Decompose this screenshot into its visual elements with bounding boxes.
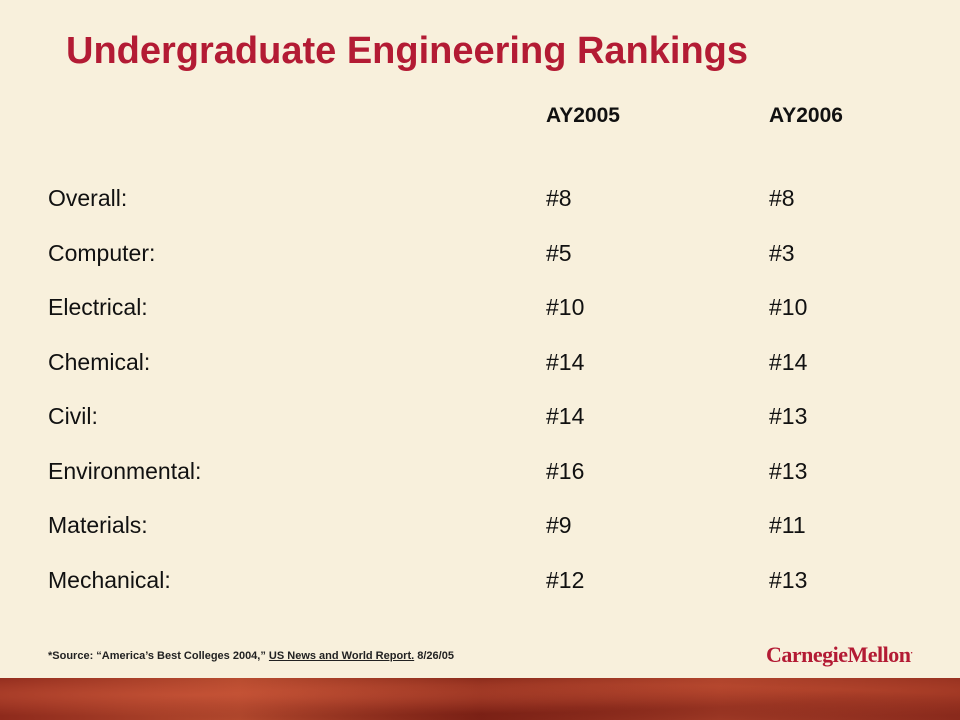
table-row: Chemical: #14 #14 [0, 349, 960, 404]
source-prefix: *Source: “America’s Best Colleges 2004,” [48, 650, 266, 662]
rank-ay2006: #13 [769, 457, 808, 484]
rankings-table: Overall: #8 #8 Computer: #5 #3 Electrica… [0, 185, 960, 621]
table-row: Materials: #9 #11 [0, 512, 960, 567]
rank-ay2006: #13 [769, 403, 808, 429]
row-label: Overall: [48, 185, 128, 211]
table-row: Civil: #14 #13 [0, 403, 960, 458]
source-publication: US News and World Report. [268, 650, 415, 662]
row-label: Mechanical: [48, 566, 171, 593]
table-row: Environmental: #16 #13 [0, 458, 960, 513]
table-row: Mechanical: #12 #13 [0, 567, 960, 622]
rank-ay2006: #3 [769, 239, 795, 266]
row-label: Chemical: [48, 348, 151, 375]
table-row: Electrical: #10 #10 [0, 294, 960, 349]
row-label: Computer: [48, 239, 156, 266]
source-date: 8/26/05 [417, 650, 454, 662]
column-header-ay2005: AY2005 [546, 104, 620, 127]
table-row: Computer: #5 #3 [0, 240, 960, 295]
decorative-footer-band [0, 678, 960, 720]
row-label: Materials: [48, 512, 148, 538]
rank-ay2006: #14 [769, 348, 808, 375]
carnegie-mellon-logo: CarnegieMellon. [766, 642, 913, 668]
slide-title: Undergraduate Engineering Rankings [66, 30, 748, 72]
rank-ay2005: #14 [546, 403, 585, 429]
rank-ay2006: #10 [769, 294, 808, 320]
rank-ay2005: #9 [546, 512, 572, 538]
rank-ay2006: #13 [769, 566, 808, 593]
source-footnote: *Source: “America’s Best Colleges 2004,”… [48, 650, 454, 662]
logo-mark: . [910, 645, 913, 656]
row-label: Environmental: [48, 457, 202, 484]
row-label: Electrical: [48, 294, 148, 320]
rank-ay2006: #11 [769, 512, 806, 538]
rank-ay2005: #5 [546, 239, 572, 266]
table-row: Overall: #8 #8 [0, 185, 960, 240]
column-header-ay2006: AY2006 [769, 104, 843, 127]
rank-ay2005: #10 [546, 294, 585, 320]
rank-ay2005: #12 [546, 566, 585, 593]
rank-ay2005: #8 [546, 185, 572, 211]
row-label: Civil: [48, 403, 98, 429]
rank-ay2006: #8 [769, 185, 795, 211]
rank-ay2005: #16 [546, 457, 585, 484]
logo-wordmark: CarnegieMellon [766, 642, 911, 667]
rank-ay2005: #14 [546, 348, 585, 375]
